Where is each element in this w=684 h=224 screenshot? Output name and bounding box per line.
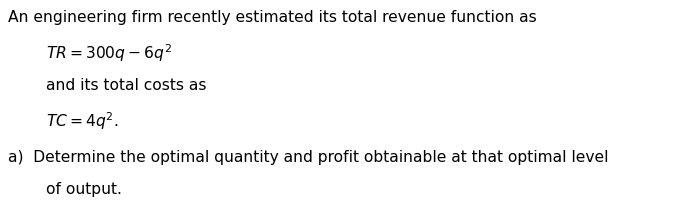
Text: $TC = 4q^2.$: $TC = 4q^2.$ — [46, 110, 118, 132]
Text: and its total costs as: and its total costs as — [46, 78, 207, 93]
Text: a)  Determine the optimal quantity and profit obtainable at that optimal level: a) Determine the optimal quantity and pr… — [8, 150, 609, 165]
Text: An engineering firm recently estimated its total revenue function as: An engineering firm recently estimated i… — [8, 10, 537, 25]
Text: of output.: of output. — [46, 182, 122, 197]
Text: $TR = 300q - 6q^2$: $TR = 300q - 6q^2$ — [46, 42, 172, 64]
